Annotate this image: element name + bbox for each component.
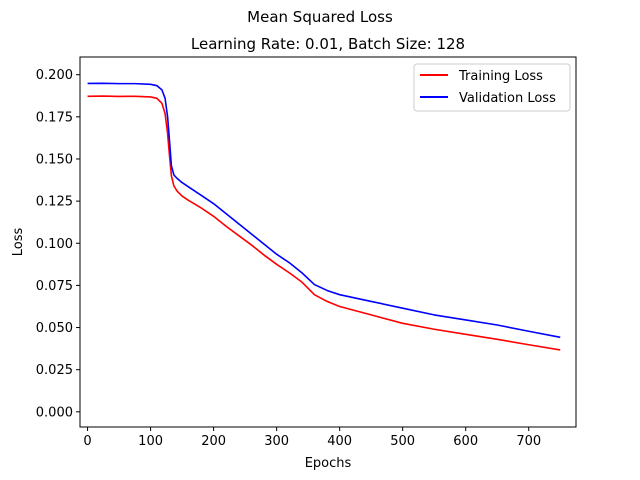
series-line-validation-loss <box>87 82 561 339</box>
x-tick-label: 300 <box>264 434 289 449</box>
y-tick-label: 0.200 <box>36 68 73 83</box>
y-tick-label: 0.100 <box>36 237 73 252</box>
figure-suptitle: Mean Squared Loss <box>247 8 393 26</box>
x-tick-label: 0 <box>83 434 91 449</box>
x-tick-label: 200 <box>201 434 226 449</box>
chart-title: Learning Rate: 0.01, Batch Size: 128 <box>191 35 465 53</box>
series-line-training-loss <box>87 95 561 351</box>
y-axis-label: Loss <box>11 228 26 257</box>
y-tick-label: 0.175 <box>36 110 73 125</box>
x-tick-label: 700 <box>516 434 541 449</box>
y-tick-label: 0.150 <box>36 152 73 167</box>
axes-frame <box>79 56 577 428</box>
x-tick-label: 400 <box>327 434 352 449</box>
x-tick-label: 100 <box>138 434 163 449</box>
y-tick-label: 0.125 <box>36 195 73 210</box>
axis-ticks: 0 100 200 300 400 500 600 700 0.000 0.025 0.050 0.0… <box>36 68 541 449</box>
x-tick-label: 600 <box>453 434 478 449</box>
legend-label-training: Training Loss <box>458 69 543 84</box>
legend: Training Loss Validation Loss <box>413 63 571 112</box>
y-tick-label: 0.050 <box>36 321 73 336</box>
plot-area <box>79 56 577 428</box>
x-tick-label: 500 <box>390 434 415 449</box>
legend-label-validation: Validation Loss <box>459 91 556 106</box>
x-axis-label: Epochs <box>305 456 352 471</box>
y-tick-label: 0.025 <box>36 363 73 378</box>
legend-box <box>413 63 571 112</box>
y-tick-label: 0.075 <box>36 279 73 294</box>
y-tick-label: 0.000 <box>36 405 73 420</box>
